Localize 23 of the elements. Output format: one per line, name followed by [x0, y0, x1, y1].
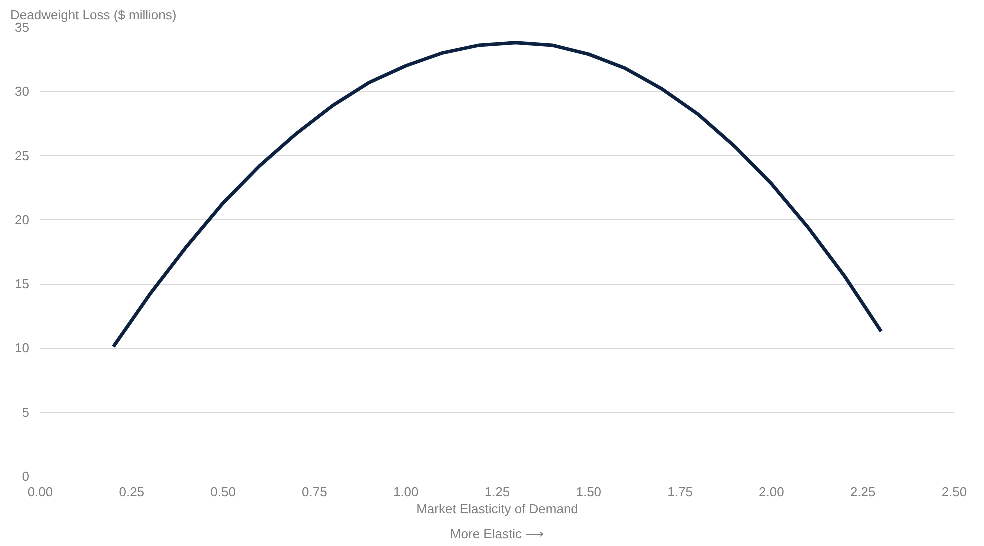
y-tick-label: 0	[22, 469, 30, 484]
y-tick-label: 35	[15, 20, 30, 35]
x-tick-label: 2.50	[942, 484, 968, 500]
y-tick-label: 30	[15, 84, 30, 100]
x-tick-label: 1.25	[484, 484, 510, 500]
x-tick-label: 1.75	[668, 484, 693, 500]
y-axis-title: Deadweight Loss ($ millions)	[10, 8, 177, 22]
x-tick-label: 0.50	[210, 484, 236, 500]
x-tick-label: 0.00	[28, 484, 54, 500]
y-tick-label: 25	[15, 148, 30, 164]
y-tick-label: 20	[15, 212, 30, 228]
x-tick-label: 1.00	[393, 484, 419, 500]
x-tick-label: 0.75	[302, 484, 328, 500]
y-tick-label: 10	[15, 340, 30, 356]
line-series	[112, 41, 884, 349]
text: More Elastic ⟶	[450, 526, 545, 542]
x-tick-label: 2.00	[759, 484, 784, 500]
y-tick-label: 15	[15, 276, 30, 292]
x-tick-label: 1.50	[576, 484, 602, 500]
x-tick-label: 2.25	[850, 484, 876, 500]
x-tick-label: 0.25	[119, 484, 145, 500]
x-axis-title: Market Elasticity of Demand	[416, 502, 578, 516]
y-tick-label: 5	[22, 404, 30, 420]
